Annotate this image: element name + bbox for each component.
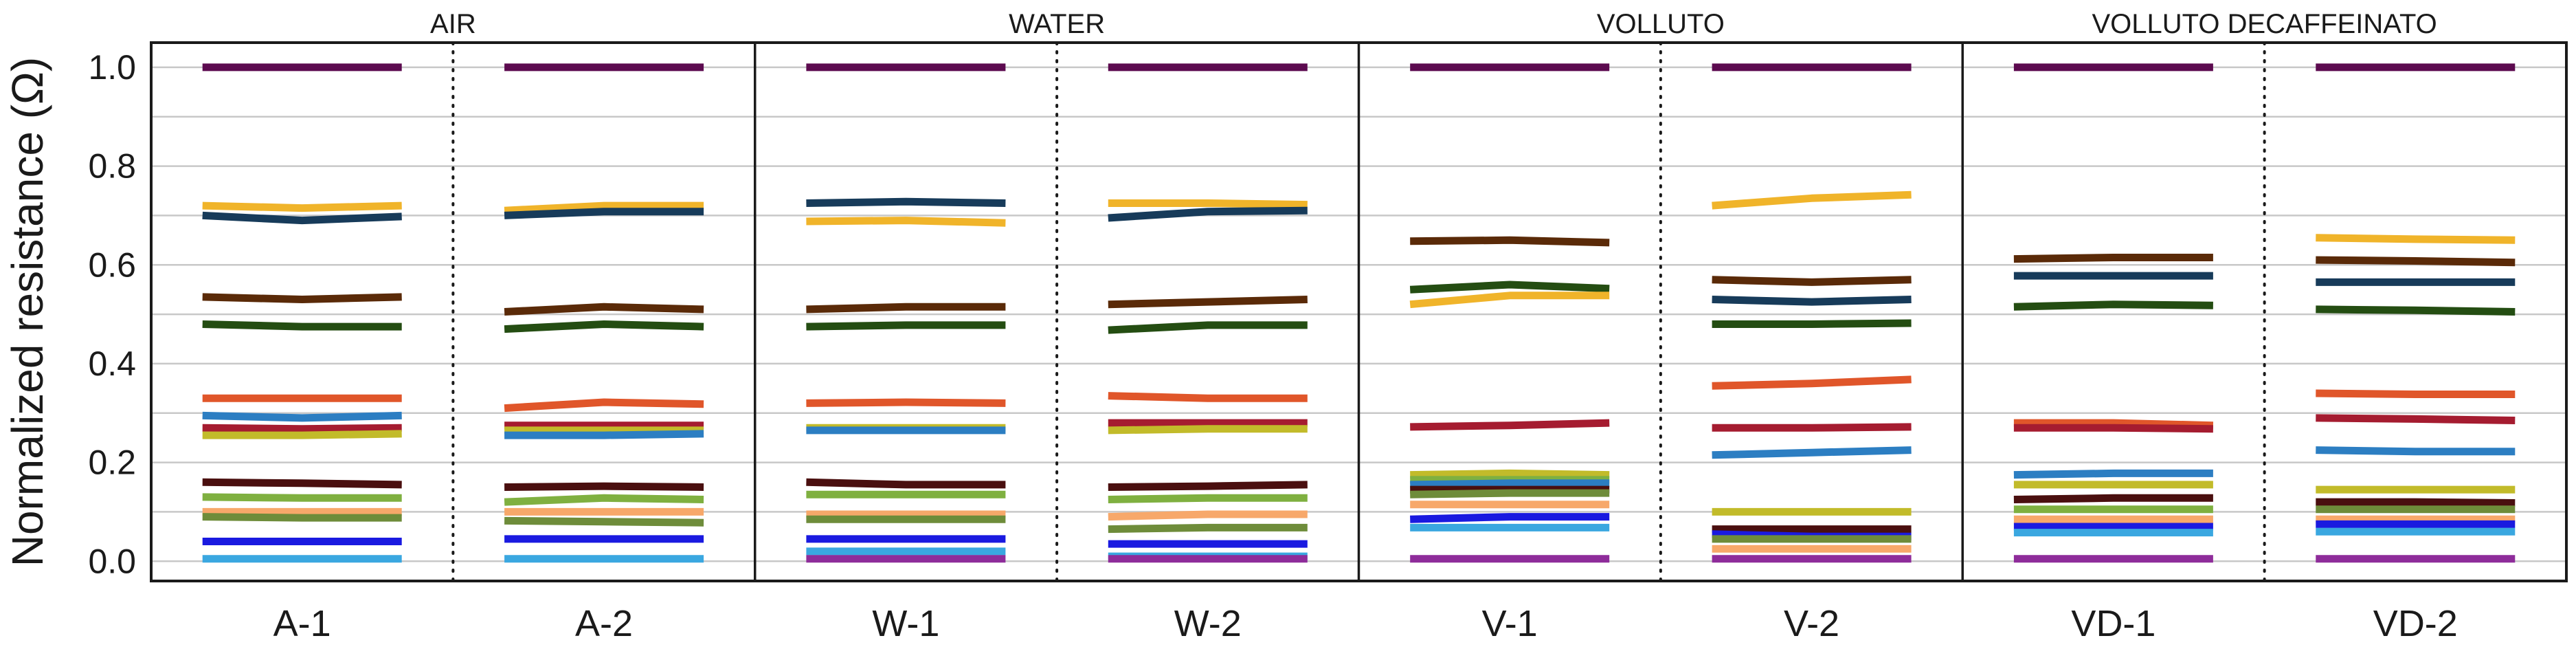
series-line [806, 197, 1006, 207]
series-line [202, 478, 402, 489]
series-line [202, 211, 402, 225]
series-line [1712, 423, 1912, 432]
series-line [504, 208, 704, 219]
frame-layer [150, 41, 2568, 582]
series-line [1108, 206, 1308, 222]
panel-title: WATER [1009, 9, 1105, 39]
plot-frame [150, 41, 2568, 582]
x-tick-label: VD-1 [2071, 603, 2155, 644]
x-tick-label: W-2 [1174, 603, 1242, 644]
y-tick-label: 0.8 [88, 147, 136, 186]
x-tick-label: VD-2 [2373, 603, 2458, 644]
series-line [806, 303, 1006, 314]
series-line [1108, 296, 1308, 309]
series-line [806, 478, 1006, 489]
y-axis-label: Normalized resistance (Ω) [3, 57, 52, 567]
y-tick-label: 0.2 [88, 443, 136, 482]
series-line [806, 217, 1006, 227]
series-line [2316, 234, 2516, 244]
series-line [1108, 392, 1308, 402]
series-line [504, 320, 704, 333]
series-line [2316, 446, 2516, 456]
series-line [504, 482, 704, 491]
series-line [504, 494, 704, 506]
series-line [1409, 281, 1610, 294]
series-line [504, 303, 704, 316]
series-line [2316, 389, 2516, 398]
series-line [806, 321, 1006, 331]
series-line [1712, 319, 1912, 328]
series-line [504, 201, 704, 215]
panel-title: VOLLUTO DECAFFEINATO [2092, 9, 2437, 39]
series-line [806, 398, 1006, 407]
series-line [202, 513, 402, 522]
labels-layer: 0.0 0.2 0.4 0.6 0.8 1.0 Normalized resistance … [3, 9, 2458, 644]
series-line [1410, 513, 1610, 523]
series-line [504, 516, 704, 527]
series-line [1108, 510, 1308, 521]
panel-title: VOLLUTO [1597, 9, 1725, 39]
series-line [1410, 469, 1610, 479]
series-line [2013, 469, 2213, 479]
x-tick-label: W-1 [872, 603, 939, 644]
series-line [202, 293, 402, 303]
y-tick-label: 0.4 [88, 344, 136, 383]
series-line [202, 201, 402, 212]
series-line [504, 398, 704, 413]
panel-title: AIR [430, 9, 476, 39]
series-line [1108, 523, 1308, 534]
series-line [1108, 199, 1308, 209]
y-tick-label: 0.0 [88, 542, 136, 580]
series-line [2316, 305, 2516, 316]
series-line [1108, 481, 1308, 491]
series-line [1712, 276, 1912, 286]
y-tick-label: 0.6 [88, 245, 136, 284]
series-line [1712, 375, 1912, 390]
y-tick-label: 1.0 [88, 48, 136, 87]
series-line [1108, 425, 1308, 435]
series-layer [202, 63, 2516, 563]
series-line [2013, 254, 2213, 263]
series-line [202, 411, 402, 422]
series-line [1409, 292, 1610, 309]
series-line [2316, 256, 2516, 267]
x-tick-label: A-2 [575, 603, 633, 644]
series-line [1410, 419, 1610, 431]
x-tick-label: V-2 [1784, 603, 1839, 644]
series-line [2013, 300, 2213, 311]
series-line [2013, 419, 2214, 430]
x-tick-label: A-1 [273, 603, 331, 644]
series-line [1712, 190, 1912, 210]
series-line [2316, 498, 2516, 507]
series-line [504, 430, 704, 439]
series-line [202, 430, 402, 439]
series-line [1410, 236, 1610, 247]
series-line [1410, 489, 1610, 498]
series-line [202, 320, 402, 331]
series-line [1712, 296, 1912, 306]
series-line [2013, 494, 2213, 503]
series-line [202, 493, 402, 502]
series-line [1712, 446, 1912, 459]
series-line [1108, 321, 1308, 334]
series-line [1108, 494, 1308, 503]
series-line [2316, 414, 2516, 424]
x-tick-label: V-1 [1482, 603, 1538, 644]
series-line [1410, 479, 1610, 489]
